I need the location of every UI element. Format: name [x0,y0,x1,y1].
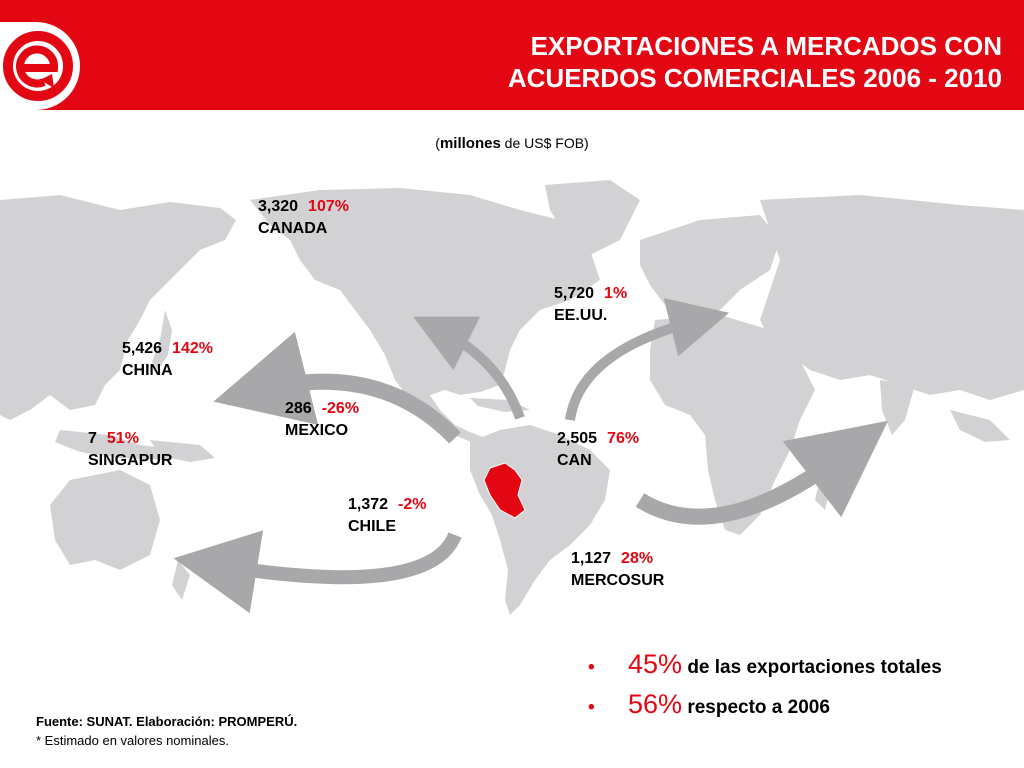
slide-title: EXPORTACIONES A MERCADOS CON ACUERDOS CO… [508,30,1002,94]
bullet-text: respecto a 2006 [682,697,830,718]
market-value-line: 1,372 -2% [348,494,427,516]
india-landmass [880,380,915,435]
subtitle-bold: millones [439,135,501,152]
market-change: -26% [321,400,360,417]
bullet-dot-icon: • [588,697,595,718]
bullet-highlight: 56% [628,689,683,719]
footer-source: Fuente: SUNAT. Elaboración: PROMPERÚ. [36,714,298,729]
new-zealand-landmass [172,560,190,600]
title-line-2: ACUERDOS COMERCIALES 2006 - 2010 [507,63,1002,93]
market-change: 51% [106,430,139,447]
arrow-to-canada [413,316,525,420]
japan-landmass [152,310,172,370]
market-change: -2% [398,496,427,513]
market-name: MEXICO [285,422,349,439]
market-label-chile: 1,372 -2% CHILE [348,494,427,538]
footer-note: * Estimado en valores nominales. [36,733,229,748]
footer: Fuente: SUNAT. Elaboración: PROMPERÚ. * … [36,712,297,750]
market-change: 76% [607,430,640,447]
africa-landmass [650,315,815,535]
market-value-line: 286 -26% [285,398,359,420]
market-label-can: 2,505 76% CAN [557,428,639,472]
market-value: 5,426 [122,340,163,357]
market-label-canada: 3,320 107% CANADA [258,196,349,240]
peru-highlight [483,462,526,519]
market-value-line: 2,505 76% [557,428,639,450]
arrow-to-china [213,331,461,444]
world-map [0,180,1024,615]
bullet-item: • 56% respecto a 2006 [580,686,942,726]
asia-main-landmass [760,195,1024,400]
bullet-item: • 45% de las exportaciones totales [580,646,942,686]
market-change: 107% [308,198,349,215]
market-value: 7 [88,430,97,447]
subtitle-open: ( [435,135,440,151]
arrow-to-usa [565,298,730,421]
market-name: CAN [557,452,592,469]
market-label-mexico: 286 -26% MEXICO [285,398,359,442]
greenland-landmass [545,180,640,255]
market-change: 28% [621,550,654,567]
market-change: 1% [604,285,628,302]
market-name: CANADA [258,220,328,237]
brand-logo [0,22,80,110]
southeast-asia-islands [55,430,180,460]
market-value-line: 5,720 1% [554,283,627,305]
market-value: 3,320 [258,198,299,215]
market-label-mercosur: 1,127 28% MERCOSUR [571,548,664,592]
new-guinea-landmass [150,440,215,462]
market-name: CHINA [122,362,173,379]
market-value: 1,372 [348,496,389,513]
market-value-line: 3,320 107% [258,196,349,218]
header-bar: EXPORTACIONES A MERCADOS CON ACUERDOS CO… [0,0,1024,110]
bullet-highlight: 45% [628,649,683,679]
e-logo-icon [3,31,73,101]
market-value-line: 1,127 28% [571,548,664,570]
market-label-singapore: 7 51% SINGAPUR [88,428,172,472]
market-value: 286 [285,400,312,417]
arrow-to-asia-east [635,420,889,525]
market-name: SINGAPUR [88,452,173,469]
title-line-1: EXPORTACIONES A MERCADOS CON [530,31,1002,61]
australia-landmass [50,470,160,570]
bullet-text: de las exportaciones totales [682,657,942,678]
market-label-china: 5,426 142% CHINA [122,338,213,382]
market-value-line: 7 51% [88,428,172,450]
bullet-dot-icon: • [588,657,595,678]
north-america-landmass [250,188,600,445]
market-name: MERCOSUR [571,572,665,589]
market-value-line: 5,426 142% [122,338,213,360]
europe-landmass [640,215,780,315]
market-name: EE.UU. [554,307,608,324]
units-subtitle: (millones de US$ FOB) [0,135,1024,152]
market-change: 142% [172,340,213,357]
market-value: 1,127 [571,550,612,567]
market-label-usa: 5,720 1% EE.UU. [554,283,627,327]
summary-bullets: • 45% de las exportaciones totales • 56% r… [580,646,942,726]
market-value: 2,505 [557,430,598,447]
subtitle-rest: de US$ FOB) [500,135,589,151]
market-value: 5,720 [554,285,595,302]
southeast-asia-right [950,410,1010,442]
arrow-to-singapore [173,530,462,614]
market-name: CHILE [348,518,396,535]
asia-east-landmass [0,195,236,420]
